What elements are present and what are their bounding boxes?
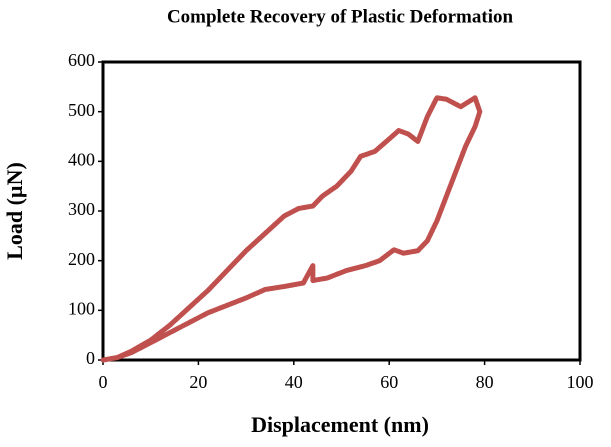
y-tick-label: 300 (68, 199, 95, 219)
x-tick-label: 20 (189, 372, 207, 392)
plot-frame (101, 60, 582, 362)
x-tick-label: 40 (285, 372, 303, 392)
chart-title: Complete Recovery of Plastic Deformation (167, 6, 514, 27)
x-tick-label: 0 (99, 372, 108, 392)
y-axis-label: Load (µN) (2, 162, 27, 260)
x-tick-label: 100 (567, 372, 594, 392)
y-tick-label: 400 (68, 149, 95, 169)
y-tick-label: 600 (68, 50, 95, 70)
y-tick-label: 0 (86, 348, 95, 368)
x-tick-label: 80 (476, 372, 494, 392)
y-tick-label: 100 (68, 298, 95, 318)
y-tick-label: 200 (68, 249, 95, 269)
x-tick-label: 60 (380, 372, 398, 392)
data-line (100, 95, 483, 363)
x-axis-label: Displacement (nm) (251, 412, 429, 437)
y-tick-label: 500 (68, 100, 95, 120)
